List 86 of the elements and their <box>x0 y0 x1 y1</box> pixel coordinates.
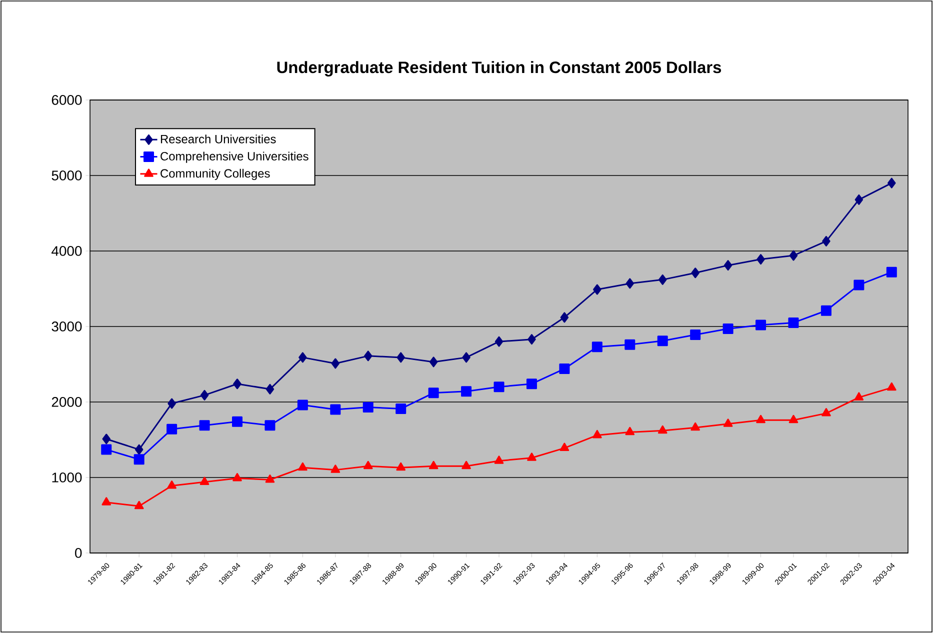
point <box>102 434 110 444</box>
point <box>298 352 307 363</box>
point <box>102 497 112 506</box>
point <box>396 404 406 414</box>
point <box>886 266 897 278</box>
point <box>362 402 374 413</box>
legend-label: Community Colleges <box>160 168 270 180</box>
point <box>396 462 406 471</box>
point <box>462 460 471 470</box>
legend-label: Comprehensive Universities <box>160 152 308 163</box>
y-tick-label: 0 <box>75 548 82 558</box>
point <box>461 386 472 397</box>
y-tick-label: 6000 <box>52 95 82 105</box>
point <box>592 430 602 438</box>
point <box>266 384 274 394</box>
y-tick-label: 1000 <box>52 472 82 482</box>
point <box>363 460 373 470</box>
point <box>264 420 276 431</box>
point <box>657 336 668 346</box>
chart-title: Undergraduate Resident Tuition in Constant 2005 Dollars <box>277 61 722 76</box>
point <box>626 278 634 289</box>
point <box>168 398 176 409</box>
point <box>658 425 668 434</box>
point <box>723 418 733 427</box>
point <box>199 420 210 431</box>
point <box>134 500 144 510</box>
point <box>822 408 831 416</box>
point <box>559 364 570 374</box>
point <box>854 280 864 290</box>
legend-label: Research Universities <box>160 134 276 144</box>
point <box>822 236 830 246</box>
point <box>625 426 635 436</box>
point <box>233 378 242 390</box>
y-tick-label: 5000 <box>52 170 82 180</box>
point <box>494 336 504 347</box>
point <box>494 382 504 392</box>
point <box>756 254 765 265</box>
point <box>330 464 340 473</box>
point <box>166 424 178 434</box>
point <box>101 444 112 455</box>
point <box>560 312 569 323</box>
point <box>494 456 504 464</box>
point <box>167 480 176 489</box>
y-tick-label: 3000 <box>52 322 82 332</box>
y-tick-label: 4000 <box>52 246 82 256</box>
point <box>624 339 636 350</box>
point <box>298 462 308 471</box>
point <box>134 444 144 455</box>
point <box>200 476 210 486</box>
point <box>364 350 372 362</box>
point <box>788 414 798 424</box>
point <box>756 414 766 424</box>
point <box>593 284 602 295</box>
point <box>756 320 766 330</box>
point <box>690 330 701 340</box>
point <box>265 474 275 483</box>
point <box>854 194 864 205</box>
point <box>691 268 700 278</box>
point <box>854 392 864 400</box>
point <box>888 178 896 188</box>
point <box>690 422 700 431</box>
y-tick-label: 2000 <box>52 397 82 407</box>
point <box>232 472 242 482</box>
point <box>789 250 798 261</box>
point <box>592 342 602 352</box>
point <box>200 390 209 400</box>
point <box>820 305 832 316</box>
point <box>560 442 570 452</box>
point <box>428 388 439 398</box>
point <box>724 260 732 271</box>
point <box>887 382 896 391</box>
point <box>462 352 470 363</box>
point <box>527 452 536 461</box>
point <box>428 460 438 470</box>
point <box>396 352 405 363</box>
point <box>330 404 341 415</box>
point <box>722 324 734 334</box>
point <box>658 274 667 285</box>
point <box>134 454 144 465</box>
point <box>788 317 799 328</box>
point <box>297 400 308 410</box>
point <box>526 378 537 390</box>
point <box>528 334 536 345</box>
point <box>429 356 438 368</box>
point <box>232 416 242 427</box>
point <box>331 358 340 369</box>
